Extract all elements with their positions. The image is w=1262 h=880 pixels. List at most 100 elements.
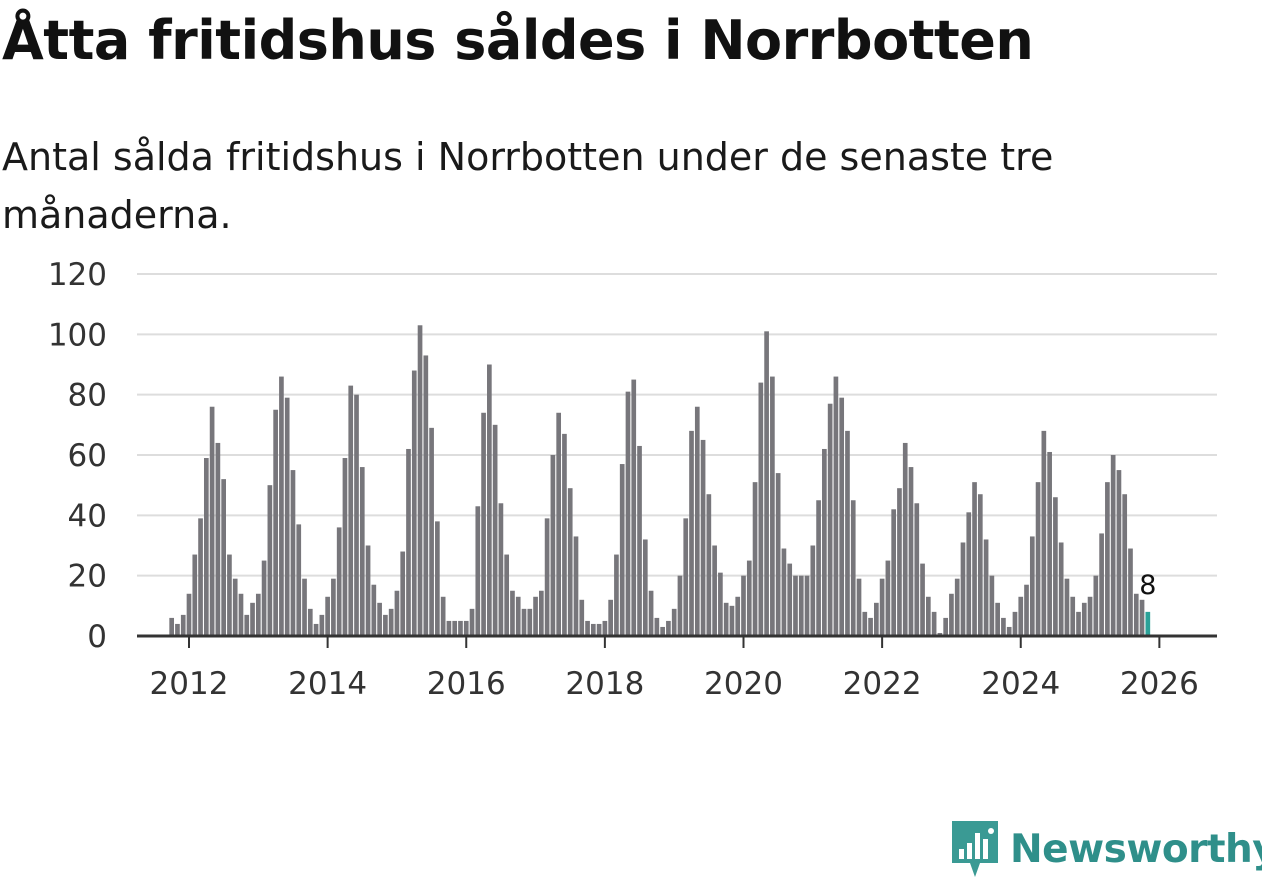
bar — [284, 397, 290, 636]
bar — [891, 509, 897, 636]
y-tick-label: 20 — [68, 559, 107, 595]
bar — [273, 409, 278, 636]
bar — [804, 575, 810, 636]
bar — [510, 590, 515, 636]
bar — [481, 412, 486, 636]
bar — [475, 506, 481, 636]
bar — [342, 458, 348, 636]
bar — [406, 448, 411, 636]
bar — [839, 397, 845, 636]
bar — [1081, 602, 1087, 636]
bar — [325, 596, 330, 636]
bar — [521, 608, 527, 636]
newsworthy-logo: Newsworthy — [950, 818, 1262, 880]
bar — [1024, 584, 1029, 636]
bar — [1128, 548, 1133, 636]
bar — [787, 563, 793, 636]
chart-title: Åtta fritidshus såldes i Norrbotten — [2, 9, 1034, 72]
bar — [608, 599, 613, 636]
bar — [487, 364, 492, 636]
bar — [1133, 593, 1139, 636]
bar — [579, 599, 585, 636]
bar — [827, 403, 833, 636]
bar — [1053, 497, 1058, 636]
bar — [995, 602, 1000, 636]
bar — [619, 464, 625, 636]
bar — [735, 596, 741, 636]
bar — [700, 439, 706, 636]
bar — [411, 370, 417, 636]
bar — [602, 620, 608, 636]
x-tick-label: 2020 — [704, 666, 783, 702]
bar — [1035, 482, 1041, 636]
newsworthy-logo-icon — [952, 821, 998, 877]
bar — [417, 325, 423, 636]
bar — [198, 518, 203, 636]
bar — [1012, 611, 1018, 636]
bar — [845, 430, 850, 636]
bar — [348, 385, 354, 636]
bar — [989, 575, 995, 636]
bar — [862, 611, 868, 636]
bar — [1105, 482, 1110, 636]
bar — [267, 485, 273, 636]
chart-subtitle: Antal sålda fritidshus i Norrbotten unde… — [2, 135, 1054, 237]
bar — [279, 376, 284, 636]
bar — [885, 560, 891, 636]
bar — [712, 545, 717, 636]
bar — [435, 521, 440, 636]
bar — [937, 632, 943, 636]
bar — [556, 412, 562, 636]
bar — [614, 554, 619, 636]
bar — [463, 620, 469, 636]
bar — [331, 578, 336, 636]
bar — [573, 536, 579, 636]
bar — [255, 593, 261, 636]
bar — [694, 406, 700, 636]
bar — [775, 473, 781, 636]
bar — [192, 554, 198, 636]
bar — [567, 488, 573, 636]
bar — [539, 590, 544, 636]
bar — [977, 494, 983, 636]
bar — [1122, 494, 1128, 636]
bar — [296, 524, 302, 636]
bar — [631, 379, 637, 636]
bar — [307, 608, 313, 636]
bar — [683, 518, 689, 636]
bar — [1070, 596, 1076, 636]
bar — [949, 593, 954, 636]
bar — [227, 554, 232, 636]
bar — [666, 620, 671, 636]
bar — [365, 545, 371, 636]
bar — [215, 442, 221, 636]
bar — [1001, 617, 1006, 636]
bar — [1058, 542, 1064, 636]
bar — [879, 578, 885, 636]
bar — [377, 602, 382, 636]
bar — [908, 467, 914, 636]
x-tick-label: 2026 — [1120, 666, 1199, 702]
bar — [244, 614, 250, 636]
bar — [810, 545, 816, 636]
bar — [642, 539, 648, 636]
bar — [175, 623, 180, 636]
bar — [972, 482, 977, 636]
bar — [983, 539, 989, 636]
bar — [186, 593, 192, 636]
brand-name: Newsworthy — [1010, 826, 1262, 872]
bar — [781, 548, 787, 636]
bar — [585, 620, 590, 636]
bar — [440, 596, 446, 636]
bar — [931, 611, 937, 636]
bar — [729, 605, 735, 636]
bar — [741, 575, 746, 636]
bar — [920, 563, 925, 636]
bar — [1116, 470, 1122, 636]
bar — [169, 617, 175, 636]
bar — [336, 527, 342, 636]
bar-latest — [1145, 611, 1151, 636]
bar — [383, 614, 388, 636]
bar — [1087, 596, 1093, 636]
